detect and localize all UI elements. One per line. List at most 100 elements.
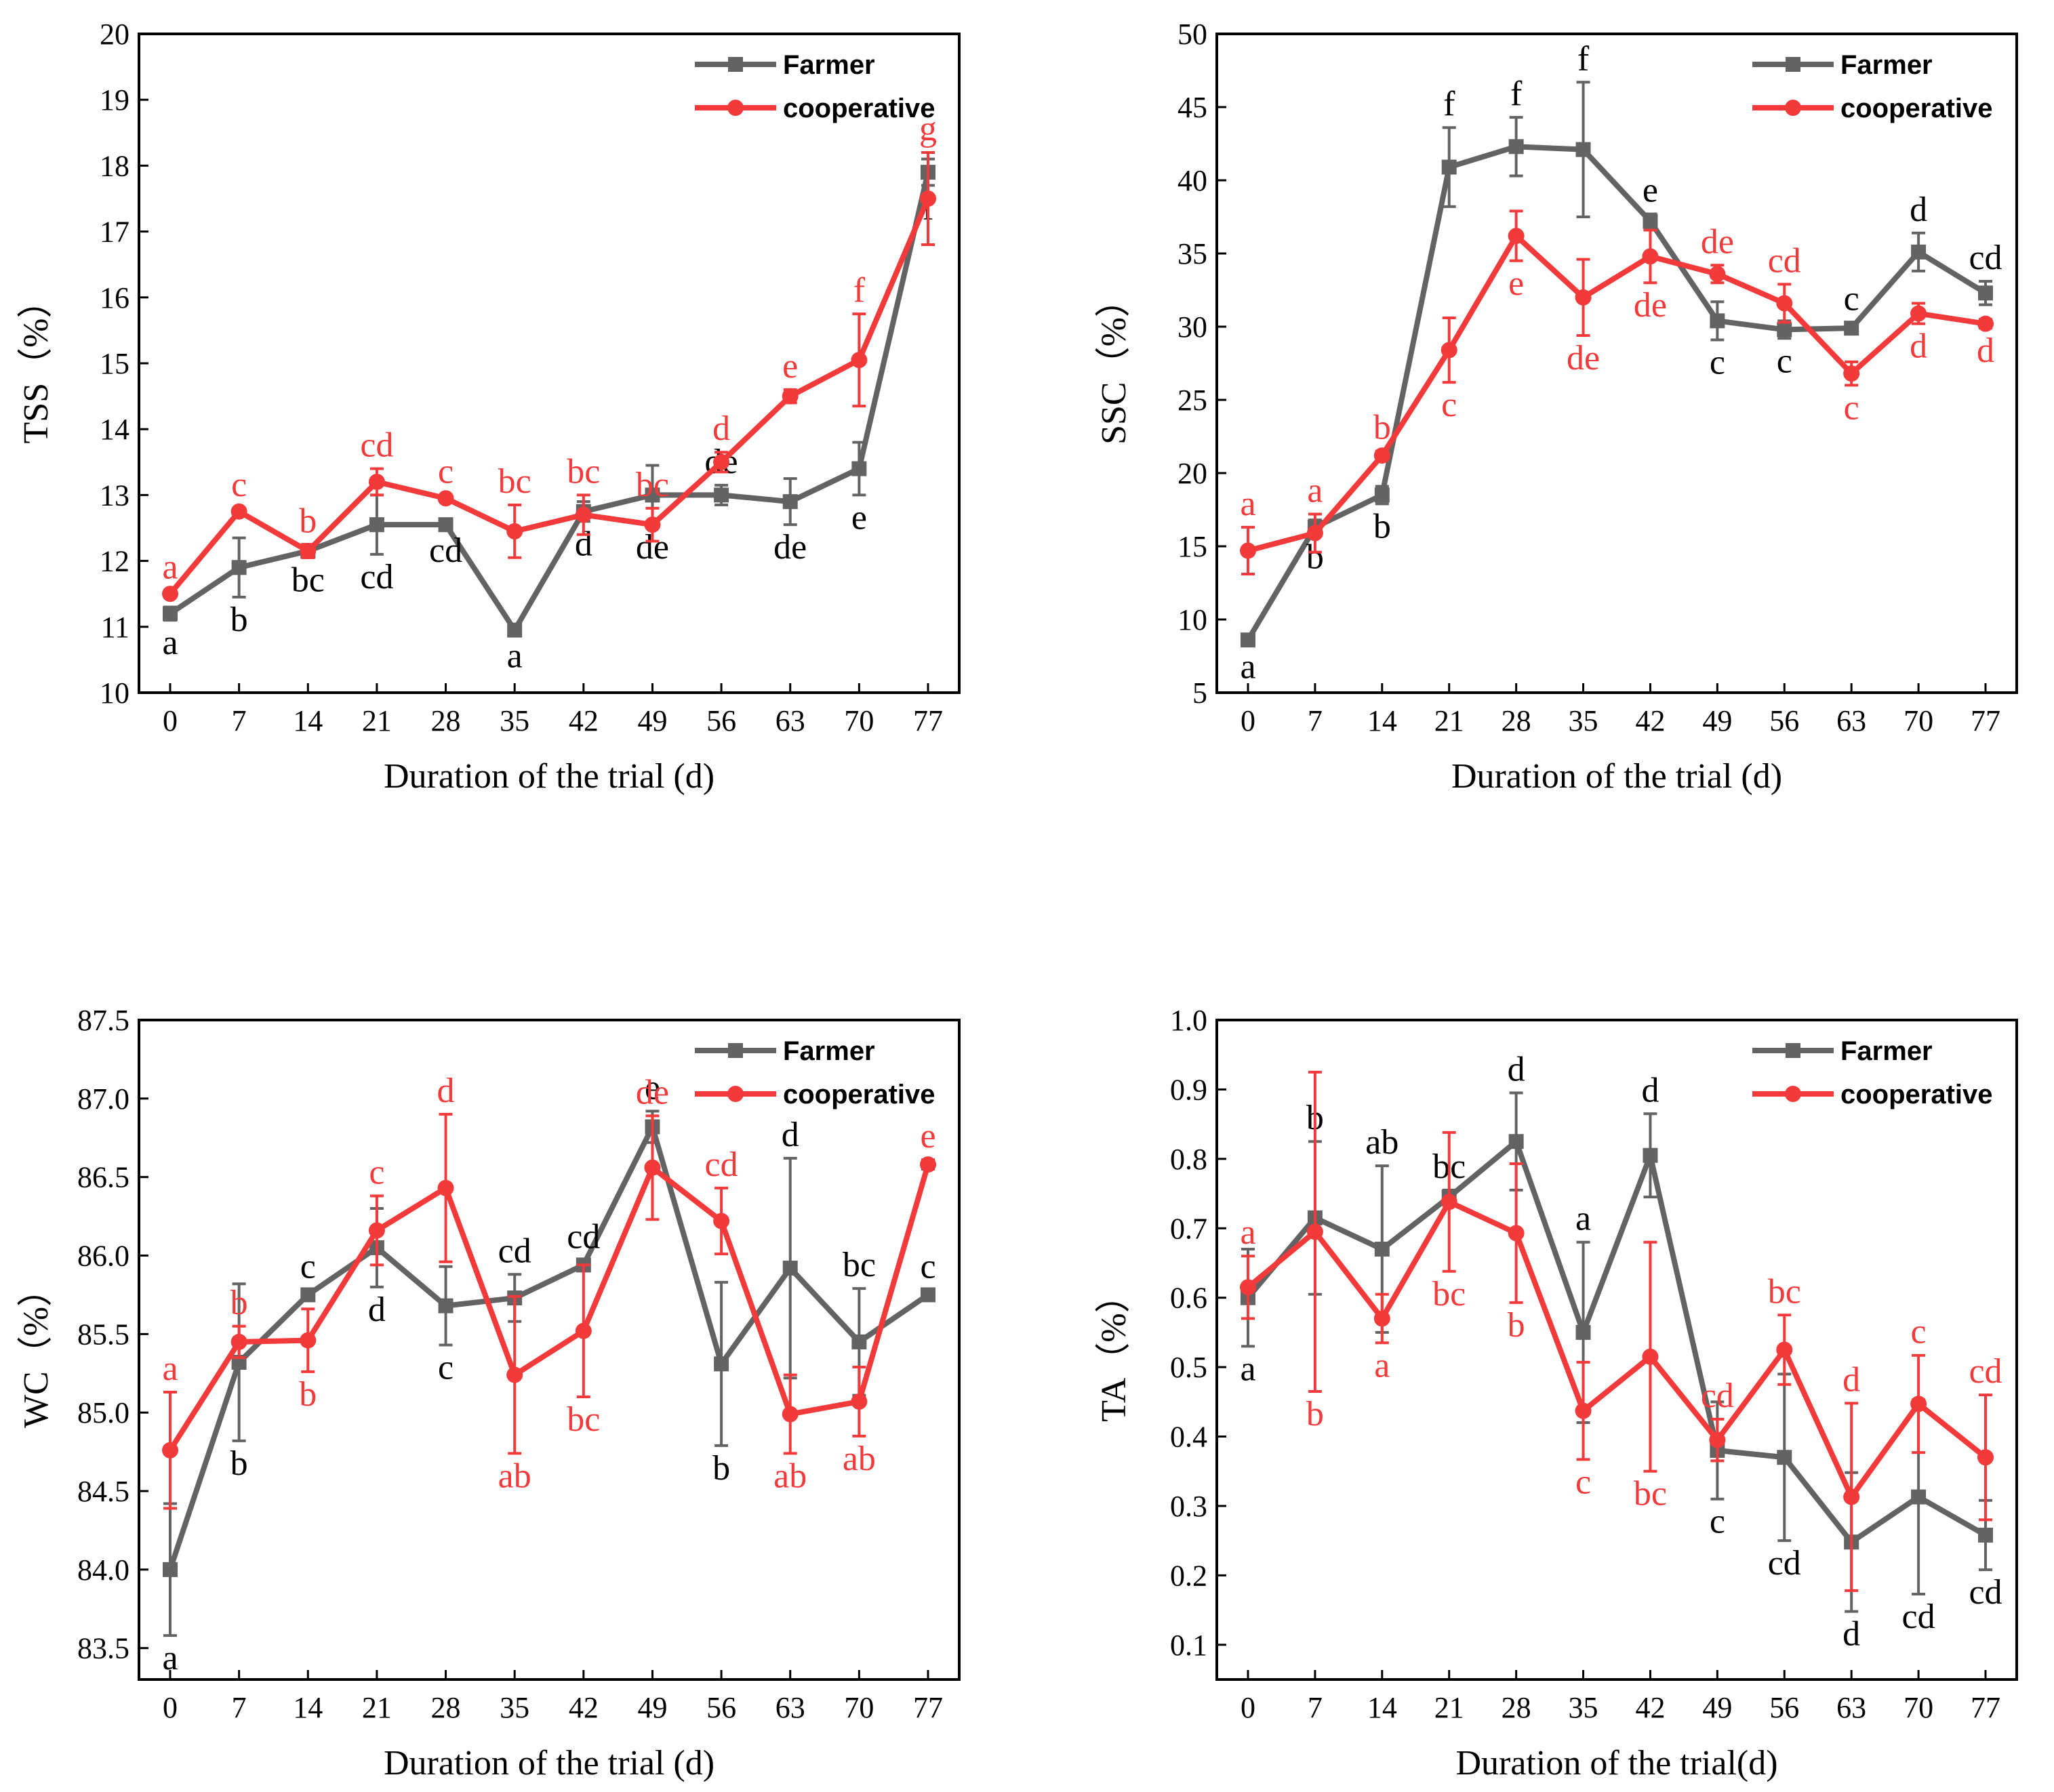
series-line [1247,233,1986,554]
y-tick-label: 0.8 [1170,1143,1207,1176]
x-tick-label: 21 [362,704,392,737]
significance-letter: c [1710,1503,1725,1541]
legend-label: cooperative [783,94,935,123]
significance-letter: b [712,1449,730,1488]
y-tick-label: 15 [100,347,129,380]
legend-label: cooperative [1840,1080,1993,1109]
significance-letter: d [1842,1360,1860,1399]
significance-letter: c [438,1349,454,1387]
plot-frame [1215,33,2018,694]
y-tick-label: 0.4 [1170,1421,1207,1454]
data-point [714,1356,729,1372]
y-tick-label: 45 [1177,91,1207,124]
y-tick-label: 87.5 [77,1004,129,1037]
significance-letter: a [1240,648,1255,687]
plot-frame [138,1019,961,1681]
x-axis-label: Duration of the trial(d) [1455,1744,1777,1783]
data-point [1240,1279,1256,1296]
significance-letter: a [1575,1200,1591,1238]
x-tick-label: 77 [1971,704,2000,737]
data-point [575,506,592,523]
significance-letter: cd [498,1231,531,1270]
data-point [920,1156,936,1173]
x-tick-label: 42 [1635,704,1665,737]
significance-letter: d [782,1116,799,1154]
series-line [1245,1139,1987,1545]
significance-letter: f [1510,75,1523,113]
series-line [167,197,931,596]
data-point [1977,1449,1994,1466]
y-tick-label: 86.5 [77,1161,129,1194]
y-tick-label: 16 [100,281,129,314]
x-tick-label: 77 [1971,1691,2000,1724]
significance-letter: a [1374,1346,1390,1385]
significance-letter: c [1441,386,1457,424]
data-point [1373,447,1390,464]
y-tick-label: 19 [100,83,129,117]
data-point [782,1406,799,1423]
x-tick-label: 56 [1769,704,1799,737]
significance-letter: ab [498,1457,531,1495]
data-point [1575,289,1592,306]
data-point [1441,1194,1457,1210]
data-point [1306,1223,1323,1240]
significance-letter: de [1567,339,1600,378]
series-line [167,1124,930,1571]
y-tick-label: 84.5 [77,1475,129,1508]
data-point [437,490,454,507]
significance-letter: de [636,1073,669,1112]
data-point [438,1298,454,1314]
significance-letter: cd [1969,1573,2002,1612]
significance-letter: b [1373,409,1391,447]
y-tick-label: 0.5 [1170,1351,1207,1384]
x-tick-label: 0 [163,1691,178,1724]
legend-label: Farmer [783,1036,875,1066]
y-tick-label: 84.0 [77,1553,129,1587]
significance-letter: c [438,452,454,491]
significance-letter: d [1508,1051,1525,1089]
data-point [1240,542,1256,559]
significance-letter: d [1910,190,1927,229]
significance-letter: e [645,1068,660,1107]
significance-letter: d [368,1290,386,1329]
data-point [851,1393,868,1410]
legend-marker [1785,1086,1801,1102]
significance-letter: d [1977,331,1994,370]
x-tick-label: 28 [1502,704,1531,737]
significance-letter: d [1910,327,1927,366]
data-point [162,1442,178,1459]
data-point [1374,487,1390,503]
x-axis-label: Duration of the trial (d) [384,757,714,796]
y-tick-label: 13 [100,478,129,512]
significance-letter: f [1577,39,1590,78]
legend-item-farmer: Farmer [695,50,875,80]
x-tick-label: 14 [1367,704,1397,737]
y-axis-label: WC（%） [17,1271,56,1428]
y-tick-label: 0.6 [1170,1282,1207,1315]
data-point [1306,525,1323,542]
y-axis-label: TSS（%） [17,283,56,444]
data-point [163,606,178,622]
significance-letter: bc [1634,1475,1667,1513]
data-point [1776,1341,1793,1358]
data-point [782,388,799,405]
significance-letter: c [1575,1463,1591,1501]
significance-letter: f [1443,85,1455,123]
significance-letter: d [1641,1071,1659,1109]
legend-item-farmer: Farmer [695,1036,875,1066]
significance-letter: c [920,1247,935,1286]
data-point [438,517,454,533]
significance-letter: g [919,110,937,148]
x-tick-label: 28 [1502,1691,1531,1724]
y-tick-label: 20 [1177,457,1207,490]
significance-letter: de [1701,222,1734,261]
legend-item-cooperative: cooperative [1752,1080,1993,1109]
x-tick-label: 0 [1241,704,1255,737]
significance-letter: ab [773,1457,807,1495]
significance-letter: cd [1969,239,2002,277]
significance-letter: b [1373,507,1391,546]
significance-letter: bc [1768,1272,1801,1311]
significance-letter: a [1240,1213,1255,1252]
